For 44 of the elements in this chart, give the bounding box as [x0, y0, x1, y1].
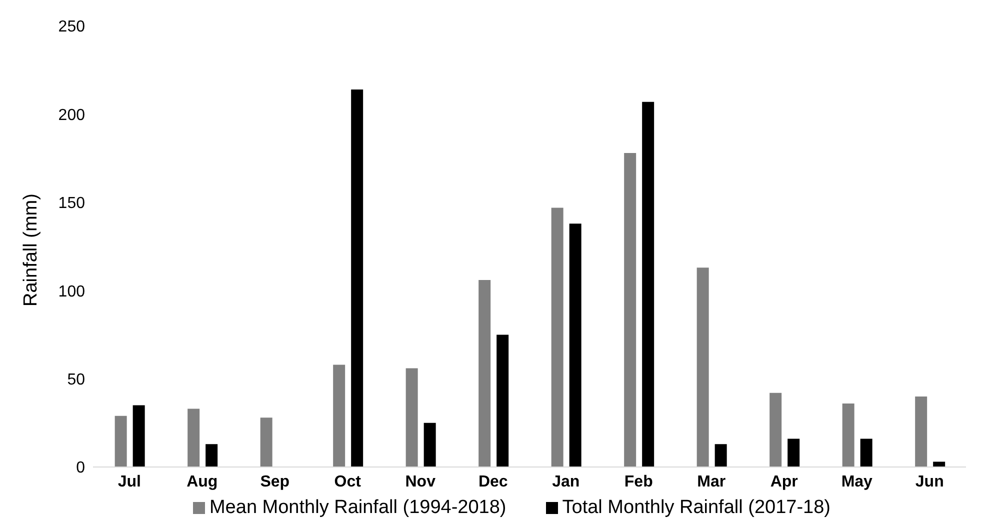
bar — [788, 438, 800, 467]
bar — [860, 438, 872, 467]
bar — [933, 462, 946, 467]
bar — [696, 268, 709, 467]
bar — [114, 416, 127, 467]
bar — [624, 153, 636, 467]
legend-label: Total Monthly Rainfall (2017-18) — [562, 497, 831, 518]
x-tick-label: Mar — [697, 473, 726, 490]
bar — [714, 444, 727, 467]
x-tick-label: Nov — [405, 473, 436, 490]
bar — [260, 418, 272, 467]
y-tick-label: 100 — [58, 283, 86, 300]
bar — [333, 364, 346, 467]
bar — [496, 334, 509, 467]
bar — [770, 392, 782, 467]
bar — [188, 408, 200, 467]
bar — [206, 444, 218, 467]
bar — [424, 422, 436, 467]
x-tick-label: Sep — [260, 473, 290, 490]
x-tick-label: Feb — [624, 473, 654, 490]
x-tick-label: Jul — [118, 473, 141, 490]
x-tick-label: Oct — [334, 473, 362, 490]
bar — [351, 90, 364, 467]
bar — [569, 224, 582, 467]
x-tick-label: Jan — [552, 473, 580, 490]
bar — [551, 208, 564, 467]
y-axis-title: Rainfall (mm) — [20, 194, 42, 306]
bar — [642, 102, 654, 467]
bar — [406, 368, 418, 467]
y-tick-label: 50 — [67, 371, 86, 388]
x-tick-label: Jun — [915, 473, 944, 490]
bar — [132, 405, 145, 467]
x-tick-label: May — [841, 473, 873, 490]
y-tick-label: 200 — [58, 106, 86, 124]
x-tick-label: Aug — [186, 473, 218, 490]
x-tick-label: Dec — [478, 473, 508, 490]
y-tick-label: 0 — [76, 460, 86, 477]
y-tick-label: 150 — [58, 195, 86, 212]
y-tick-label: 250 — [58, 18, 86, 36]
legend-label: Mean Monthly Rainfall (1994-2018) — [209, 497, 506, 518]
bar — [478, 280, 491, 467]
bar — [842, 403, 854, 467]
bar — [915, 396, 928, 467]
x-tick-label: Apr — [770, 473, 798, 490]
